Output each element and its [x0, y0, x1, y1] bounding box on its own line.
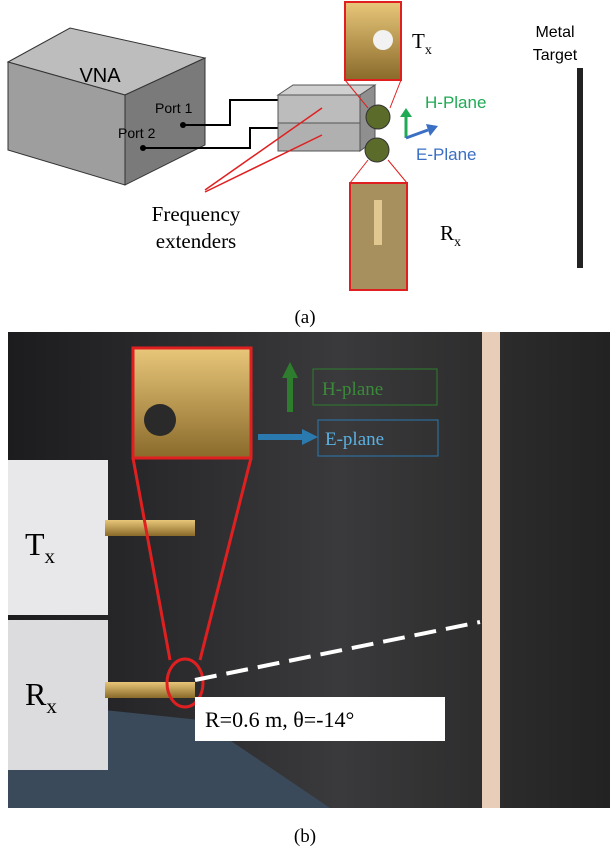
- metal-target: [482, 332, 500, 808]
- h-arrowhead: [400, 108, 412, 117]
- target-label: Target: [533, 47, 578, 64]
- caption: (a): [294, 307, 315, 328]
- metal-target: [577, 68, 583, 268]
- panel-b: H-plane E-plane Tx Rx R=0.6 m, θ=-14° (b…: [8, 332, 610, 847]
- antenna-inset: [133, 348, 251, 458]
- rx-label: Rx: [440, 221, 461, 250]
- antenna: [365, 138, 389, 162]
- e-arrow: [406, 130, 428, 138]
- zoom-line: [390, 80, 401, 108]
- panel-a: VNA Port 1 Port 2 Frequency extenders Tx…: [8, 2, 583, 328]
- tx-photo-detail: [373, 30, 393, 50]
- h-plane-label: H-Plane: [425, 93, 486, 112]
- pointer: [205, 135, 322, 192]
- extender: [278, 95, 360, 123]
- antenna: [366, 105, 390, 129]
- tx-label: Tx: [412, 29, 432, 58]
- caption: (b): [294, 826, 316, 847]
- extender-top: [278, 85, 375, 95]
- port-label: Port 1: [155, 100, 193, 116]
- inset-detail: [144, 404, 176, 436]
- rx-photo-detail: [374, 200, 382, 245]
- geometry-label: R=0.6 m, θ=-14°: [205, 707, 354, 732]
- zoom-line: [388, 160, 407, 183]
- port-label: Port 2: [118, 125, 156, 141]
- h-plane-label: H-plane: [322, 379, 383, 400]
- e-plane-label: E-plane: [325, 429, 384, 450]
- rx-extender: [8, 620, 108, 770]
- extenders-label: extenders: [156, 229, 236, 253]
- page: {"panel_a": {"vna": "VNA", "port1": "Por…: [0, 0, 610, 850]
- zoom-line: [350, 160, 368, 183]
- vna-label: VNA: [79, 65, 121, 87]
- e-plane-label: E-Plane: [416, 145, 476, 164]
- rx-waveguide: [105, 682, 195, 698]
- tx-extender: [8, 460, 108, 615]
- tx-waveguide: [105, 520, 195, 536]
- figure: VNA Port 1 Port 2 Frequency extenders Tx…: [0, 0, 610, 850]
- extenders-label: Frequency: [152, 202, 241, 226]
- target-label: Metal: [535, 24, 574, 41]
